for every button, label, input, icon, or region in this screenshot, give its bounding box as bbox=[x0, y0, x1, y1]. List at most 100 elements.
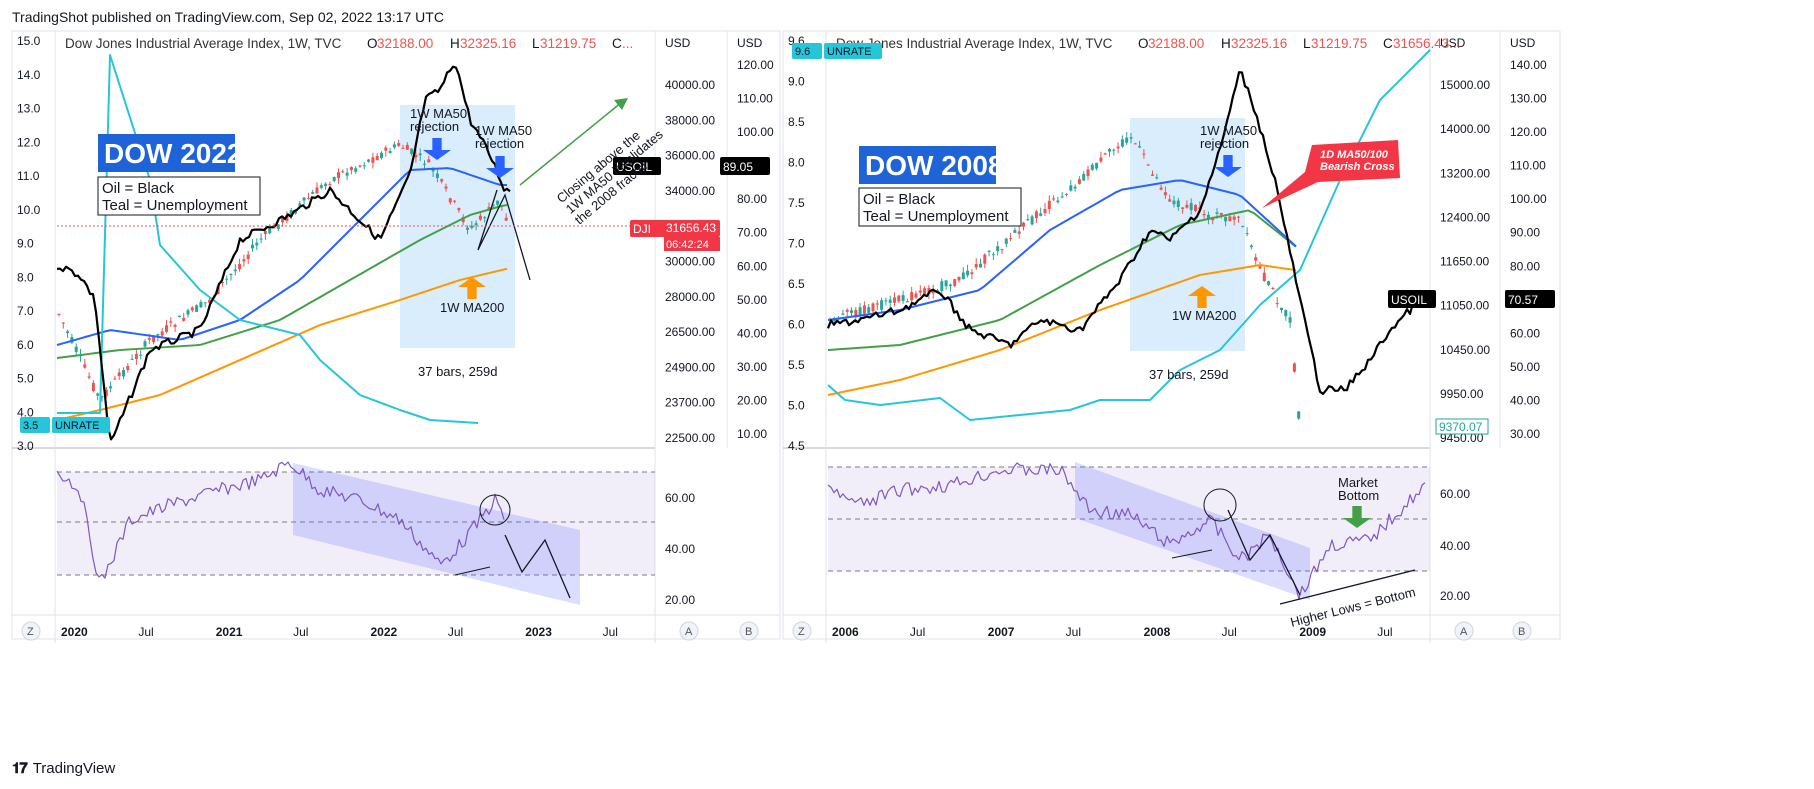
candle-body bbox=[474, 223, 478, 226]
legend-h-value: 32325.16 bbox=[460, 36, 516, 51]
right-axis-tick: 30.00 bbox=[737, 360, 767, 374]
candle-body bbox=[1159, 187, 1163, 190]
right-axis-tick: 80.00 bbox=[1510, 259, 1540, 273]
time-axis-label: 2009 bbox=[1299, 625, 1326, 639]
annotation-ma50-rejection: 1W MA50 bbox=[1200, 123, 1257, 138]
candle-body bbox=[1034, 211, 1038, 219]
time-axis-label: Jul bbox=[1221, 625, 1236, 639]
time-axis-label: 2008 bbox=[1144, 625, 1171, 639]
legend-box-oil: Oil = Black bbox=[102, 180, 175, 197]
panel-right: 9.6 9.0 8.5 8.0 7.5 7.0 6.5 6.0 5.5 5.0 4.5 USD 1500… bbox=[782, 30, 1561, 643]
candle-body bbox=[319, 185, 323, 188]
time-axis-label: Jul bbox=[293, 625, 308, 639]
left-axis-tick: 7.5 bbox=[788, 196, 805, 210]
candle-body bbox=[134, 354, 138, 359]
candle-body bbox=[1125, 137, 1129, 143]
legend-l-value: 31219.75 bbox=[540, 36, 596, 51]
dji-countdown: 06:42:24 bbox=[666, 239, 709, 251]
mid-axis-tick: 12400.00 bbox=[1440, 210, 1490, 224]
candle-body bbox=[884, 300, 888, 302]
chart-canvas: 15.0 14.0 13.0 12.0 11.0 10.0 9.0 8.0 7.0 6.0 5.0 4… bbox=[11, 30, 1561, 643]
candle-body bbox=[936, 290, 939, 292]
ma50-line bbox=[827, 179, 1297, 321]
dji-label-badge: DJI bbox=[633, 222, 651, 236]
symbol-legend: Dow Jones Industrial Average Index, 1W, … bbox=[836, 36, 1113, 51]
candle-body bbox=[1133, 143, 1137, 145]
footer-logo[interactable]: 𝟏𝟕 TradingView bbox=[12, 760, 115, 777]
candle-body bbox=[324, 183, 328, 187]
candle-body bbox=[1219, 212, 1223, 215]
left-axis-tick: 6.0 bbox=[788, 318, 805, 332]
candle-body bbox=[1043, 209, 1047, 214]
rsi-projection bbox=[504, 534, 571, 599]
ma100-line bbox=[56, 204, 508, 359]
panel-frame bbox=[782, 30, 1561, 640]
candle-body bbox=[169, 321, 173, 323]
mid-axis-tick: 38000.00 bbox=[665, 113, 715, 127]
candle-body bbox=[453, 200, 457, 202]
candle-body bbox=[444, 186, 448, 189]
down-arrow-icon bbox=[1343, 506, 1371, 528]
candle-body bbox=[961, 272, 965, 280]
candle-body bbox=[504, 217, 508, 221]
left-axis-tick: 7.0 bbox=[788, 237, 805, 251]
candle-body bbox=[983, 254, 987, 264]
candle-body bbox=[380, 152, 383, 159]
candle-body bbox=[1000, 249, 1004, 251]
green-arrow-head bbox=[614, 98, 628, 110]
candle-body bbox=[944, 280, 948, 287]
candle-body bbox=[104, 389, 108, 397]
candle-body bbox=[918, 290, 922, 293]
left-axis-tick: 5.0 bbox=[17, 372, 34, 386]
annotation-bars-count: 37 bars, 259d bbox=[1149, 367, 1229, 382]
candle-body bbox=[1090, 164, 1094, 170]
candle-body bbox=[156, 334, 160, 336]
candle-body bbox=[1241, 225, 1245, 227]
time-axis-label: 2021 bbox=[216, 625, 243, 639]
legend-o-value: 32188.00 bbox=[1148, 36, 1204, 51]
rsi-higher-low-arrow bbox=[1171, 549, 1213, 559]
candle-body bbox=[96, 393, 100, 396]
candle-body bbox=[117, 372, 121, 377]
candle-body bbox=[841, 313, 845, 315]
symbol-legend: Dow Jones Industrial Average Index, 1W, … bbox=[65, 36, 342, 51]
legend-l-value: 31219.75 bbox=[1311, 36, 1367, 51]
candle-body bbox=[1284, 309, 1288, 317]
rsi-projection bbox=[1227, 509, 1301, 596]
candle-body bbox=[405, 144, 409, 150]
rsi-line bbox=[56, 461, 505, 579]
up-arrow-icon bbox=[1188, 286, 1216, 308]
time-axis-label: Jul bbox=[1066, 625, 1081, 639]
unrate-label-badge: UNRATE bbox=[55, 420, 99, 432]
candle-body bbox=[91, 382, 95, 392]
unrate-value-badge-bg bbox=[20, 417, 50, 433]
right-axis-tick: 20.00 bbox=[737, 393, 767, 407]
legend-c-value: ... bbox=[622, 36, 633, 51]
candle-body bbox=[1069, 185, 1073, 191]
candle-body bbox=[173, 324, 177, 327]
left-axis-tick: 3.0 bbox=[17, 439, 34, 453]
candle-body bbox=[1202, 213, 1206, 216]
right-axis-tick: 50.00 bbox=[1510, 360, 1540, 374]
time-axis-label: Jul bbox=[1377, 625, 1392, 639]
tradingview-logo-icon: 𝟏𝟕 bbox=[12, 760, 28, 777]
unrate-label-badge-bg bbox=[824, 43, 882, 59]
mid-axis-tick: 26500.00 bbox=[665, 325, 715, 339]
candle-body bbox=[1271, 287, 1275, 289]
candle-body bbox=[392, 144, 396, 148]
candle-body bbox=[897, 295, 901, 302]
candle-body bbox=[448, 198, 452, 203]
time-axis-label: Jul bbox=[138, 625, 153, 639]
rsi-axis-tick: 60.00 bbox=[1440, 487, 1470, 501]
candle-body bbox=[315, 187, 319, 194]
candle-body bbox=[1224, 216, 1228, 222]
candle-body bbox=[375, 155, 379, 161]
right-axis-unit: USD bbox=[1510, 36, 1536, 50]
dji-value-badge-bg bbox=[1435, 418, 1489, 435]
right-axis-tick: 100.00 bbox=[1510, 192, 1547, 206]
candle-body bbox=[1082, 174, 1086, 181]
candle-body bbox=[238, 264, 242, 270]
candle-body bbox=[1056, 200, 1060, 203]
candle-body bbox=[246, 254, 250, 260]
left-axis-tick: 9.0 bbox=[788, 75, 805, 89]
